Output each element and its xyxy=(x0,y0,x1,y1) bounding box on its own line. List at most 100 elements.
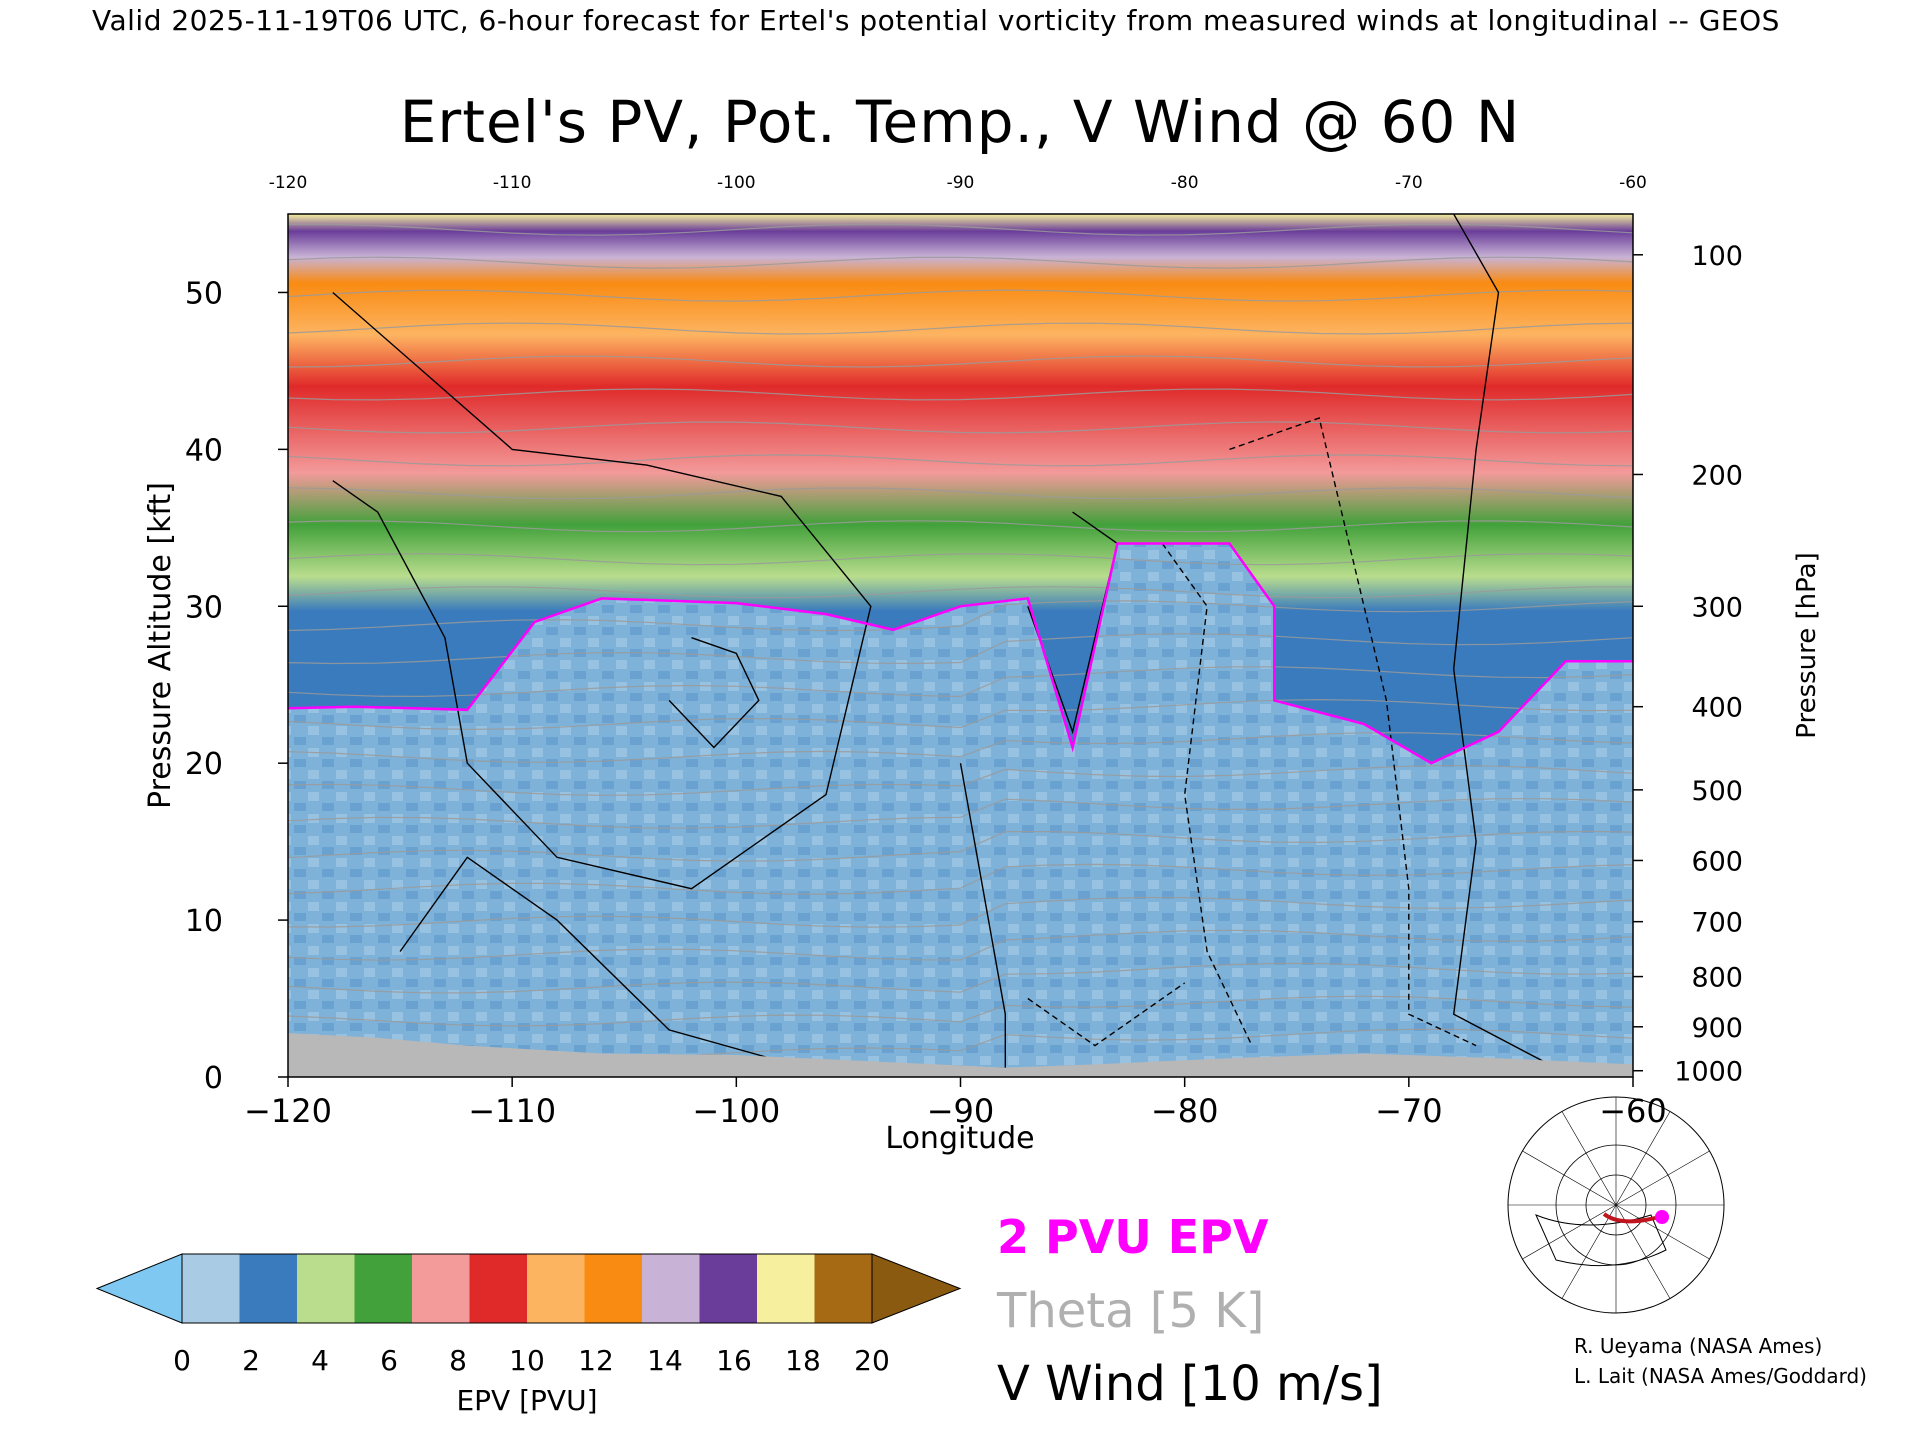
longitude-line xyxy=(1615,1111,1671,1206)
v-wind-contour xyxy=(1161,543,1253,1046)
colorbar-tick-label: 4 xyxy=(311,1344,329,1377)
theta-contours xyxy=(288,223,1633,1060)
locator-map xyxy=(1507,1096,1725,1314)
y-tick-label: 40 xyxy=(185,433,223,468)
colorbar-segment xyxy=(239,1254,298,1323)
pressure-tick-label: 900 xyxy=(1691,1013,1743,1044)
pressure-tick-label: 500 xyxy=(1691,776,1743,807)
colorbar-tick-label: 20 xyxy=(854,1344,890,1377)
colorbar-tick-label: 0 xyxy=(173,1344,191,1377)
colorbar-segment xyxy=(814,1254,873,1323)
theta-contour xyxy=(288,520,1633,533)
theta-contour xyxy=(288,256,1633,269)
x-axis-label: Longitude xyxy=(885,1121,1034,1156)
pressure-tick-label: 400 xyxy=(1691,693,1743,724)
theta-contour xyxy=(288,388,1633,401)
x-tick-label: −90 xyxy=(927,1092,995,1130)
colorbar-segment xyxy=(642,1254,700,1323)
top-tick-label: -110 xyxy=(493,173,532,193)
v-wind-contour xyxy=(959,763,1006,1077)
theta-contour xyxy=(288,322,1633,335)
theta-contour xyxy=(288,764,1633,796)
x-tick-label: −80 xyxy=(1151,1092,1219,1130)
colorbar-segment xyxy=(354,1254,413,1323)
colorbar-tick-label: 2 xyxy=(242,1344,260,1377)
cross-section-line xyxy=(1602,1212,1660,1224)
top-tick-label: -60 xyxy=(1619,173,1647,193)
x-tick-label: −70 xyxy=(1375,1092,1443,1130)
theta-contour xyxy=(288,289,1633,302)
pressure-tick-label: 100 xyxy=(1691,241,1743,272)
credit-line-1: R. Ueyama (NASA Ames) xyxy=(1574,1334,1823,1358)
colorbar-tick-label: 8 xyxy=(449,1344,467,1377)
x-tick-label: −120 xyxy=(244,1092,332,1130)
theta-contour xyxy=(288,454,1633,467)
pressure-tick-label: 300 xyxy=(1691,592,1743,623)
theta-contour xyxy=(288,698,1633,731)
y-axis-label-left: Pressure Altitude [kft] xyxy=(143,482,178,809)
colorbar-tick-label: 6 xyxy=(380,1344,398,1377)
colorbar-segment xyxy=(527,1254,585,1323)
theta-contour xyxy=(288,355,1633,368)
continent-outline xyxy=(1535,1214,1667,1267)
longitude-line xyxy=(1615,1204,1710,1260)
v-wind-contour xyxy=(332,291,872,890)
colorbar-tick-label: 10 xyxy=(509,1344,545,1377)
x-tick-label: −110 xyxy=(468,1092,556,1130)
colorbar-tick-label: 18 xyxy=(785,1344,821,1377)
top-tick-label: -70 xyxy=(1395,173,1423,193)
colorbar-segment xyxy=(182,1254,240,1323)
colorbar-segment xyxy=(757,1254,815,1323)
colorbar-segment xyxy=(584,1254,643,1323)
top-tick-label: -80 xyxy=(1171,173,1199,193)
colorbar-tick-label: 16 xyxy=(716,1344,752,1377)
theta-contour xyxy=(288,553,1633,566)
theta-contour xyxy=(288,666,1633,698)
v-wind-contour xyxy=(1229,417,1477,1047)
legend-theta: Theta [5 K] xyxy=(997,1283,1265,1339)
pressure-tick-label: 800 xyxy=(1691,963,1743,994)
top-tick-label: -100 xyxy=(717,173,756,193)
longitude-line xyxy=(1522,1204,1617,1260)
v-wind-contours xyxy=(332,214,1544,1077)
colorbar-segment xyxy=(469,1254,528,1323)
legend-v-wind: V Wind [10 m/s] xyxy=(997,1356,1383,1412)
cross-section-marker xyxy=(1655,1210,1669,1224)
theta-contour xyxy=(288,487,1633,500)
axes: −120 -120 −110 -110 −100 -100 −90 -90 −80 -80 −70 -… xyxy=(143,173,1822,1156)
y-tick-label: 50 xyxy=(185,276,223,311)
y-tick-label: 0 xyxy=(204,1061,223,1096)
theta-contour xyxy=(288,798,1633,829)
pressure-tick-label: 600 xyxy=(1691,846,1743,877)
v-wind-contour xyxy=(668,637,760,749)
colorbar-tick-label: 14 xyxy=(647,1344,683,1377)
colorbar-tick-label: 12 xyxy=(578,1344,614,1377)
longitude-line xyxy=(1561,1111,1617,1206)
x-tick-label: −100 xyxy=(692,1092,780,1130)
colorbar-label: EPV [PVU] xyxy=(456,1384,597,1417)
theta-contour xyxy=(288,586,1633,599)
y-tick-label: 10 xyxy=(185,904,223,939)
longitude-line xyxy=(1522,1150,1617,1206)
colorbar-under-arrow xyxy=(95,1253,183,1324)
y-axis-label-right: Pressure [hPa] xyxy=(1792,552,1822,739)
theta-contour xyxy=(288,223,1633,236)
colorbar-segment xyxy=(297,1254,355,1323)
colorbar-segment xyxy=(412,1254,470,1323)
top-tick-label: -90 xyxy=(947,173,975,193)
pressure-tick-label: 1000 xyxy=(1674,1057,1743,1088)
pv-troposphere-field xyxy=(288,543,1633,1077)
theta-contour xyxy=(288,830,1633,862)
theta-contour xyxy=(288,600,1633,632)
longitude-line xyxy=(1615,1150,1710,1206)
theta-contour xyxy=(288,421,1633,434)
credit-line-2: L. Lait (NASA Ames/Goddard) xyxy=(1574,1364,1867,1388)
terrain-mask xyxy=(288,1033,1633,1077)
theta-contour xyxy=(288,633,1633,665)
pressure-tick-label: 200 xyxy=(1691,460,1743,491)
theta-contour xyxy=(288,863,1633,895)
legend-pv2-epv: 2 PVU EPV xyxy=(997,1210,1269,1264)
colorbar: 0 2 4 6 8 10 12 14 16 18 20 EPV [PVU] xyxy=(95,1253,962,1417)
pv2-boundary-line xyxy=(288,542,1633,765)
